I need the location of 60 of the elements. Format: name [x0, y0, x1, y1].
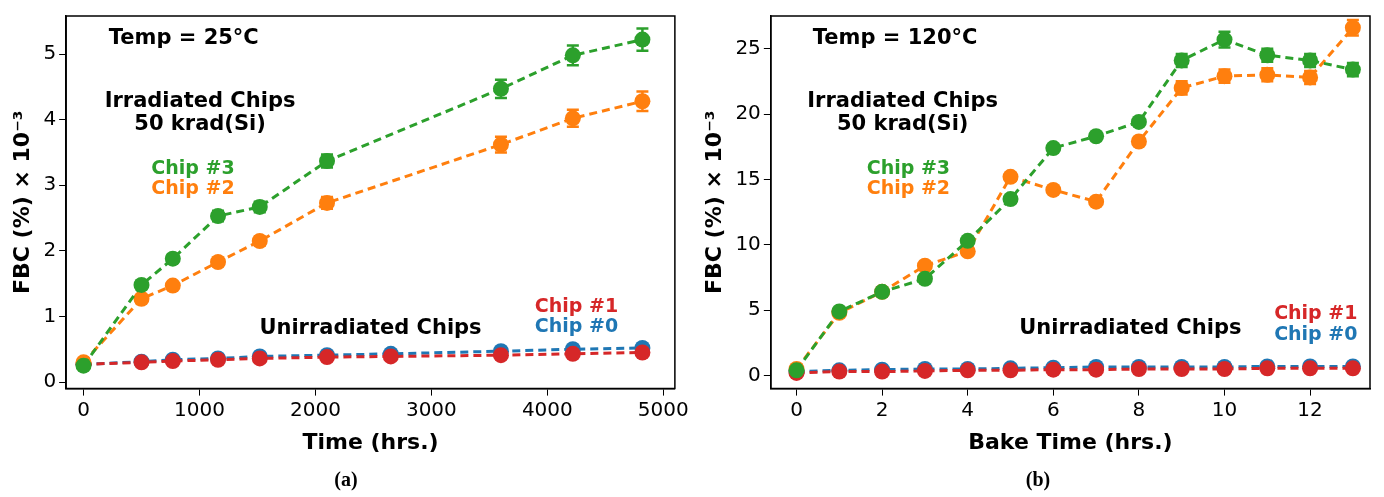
y-tick-label: 5: [43, 40, 57, 65]
annotation: Temp = 120°C: [812, 24, 978, 49]
x-tick-label: 0: [77, 396, 90, 421]
point: [959, 232, 976, 249]
point: [916, 257, 933, 274]
y-tick-label: 3: [43, 171, 57, 196]
x-tick-label: 4: [961, 396, 975, 421]
annotation: 50 krad(Si): [134, 110, 266, 135]
text: (b): [1024, 468, 1052, 491]
y-tick-label: 4: [43, 105, 57, 130]
series-label: Chip #3: [151, 155, 235, 178]
y-tick-label: 15: [735, 165, 761, 190]
y-axis-title: FBC (%) × 10⁻³: [700, 110, 726, 294]
text: (a): [333, 468, 359, 491]
y-tick-label: 5: [748, 296, 761, 321]
point: [1002, 191, 1019, 208]
point: [1045, 140, 1062, 157]
y-tick-label: 25: [735, 34, 761, 59]
x-tick-label: 4000: [521, 396, 573, 421]
annotation: Irradiated Chips: [807, 88, 999, 113]
point: [1002, 168, 1019, 185]
point: [634, 344, 651, 361]
point: [564, 345, 581, 362]
annotation: Unirradiated Chips: [1019, 315, 1242, 340]
annotation: Irradiated Chips: [104, 88, 296, 113]
point: [1088, 128, 1105, 145]
point: [1130, 133, 1147, 150]
x-tick-label: 8: [1132, 396, 1146, 421]
series-label: Chip #1: [534, 293, 619, 316]
point: [1045, 181, 1062, 198]
annotation: 50 krad(Si): [836, 110, 969, 135]
y-tick-label: 20: [735, 100, 761, 125]
x-tick-label: 2: [875, 396, 889, 421]
y-tick-label: 0: [43, 368, 57, 393]
point: [1130, 113, 1147, 130]
x-axis-title: Bake Time (hrs.): [968, 428, 1173, 454]
point: [634, 31, 651, 48]
point: [1088, 193, 1105, 210]
point: [916, 270, 933, 287]
point: [492, 347, 509, 364]
x-tick-label: 5000: [637, 396, 689, 421]
y-tick-label: 0: [748, 361, 761, 386]
point: [133, 290, 150, 307]
annotation: Temp = 25°C: [108, 24, 259, 49]
x-tick-label: 12: [1297, 396, 1323, 421]
annotation: Unirradiated Chips: [259, 315, 482, 340]
y-tick-label: 2: [43, 237, 57, 262]
x-axis-title: Time (hrs.): [302, 428, 439, 454]
y-axis-title: FBC (%) × 10⁻³: [8, 110, 34, 294]
y-tick-label: 1: [43, 302, 57, 327]
x-tick-label: 2000: [289, 396, 341, 421]
text: Chip #3: [866, 155, 951, 178]
x-tick-label: 0: [790, 396, 803, 421]
y-tick-label: 10: [735, 230, 761, 255]
point: [164, 277, 181, 294]
x-tick-label: 1000: [174, 396, 225, 421]
series-label: Chip #1: [1274, 301, 1358, 324]
x-tick-label: 10: [1211, 396, 1238, 421]
x-tick-label: 3000: [405, 396, 457, 421]
x-tick-label: 6: [1046, 396, 1060, 421]
